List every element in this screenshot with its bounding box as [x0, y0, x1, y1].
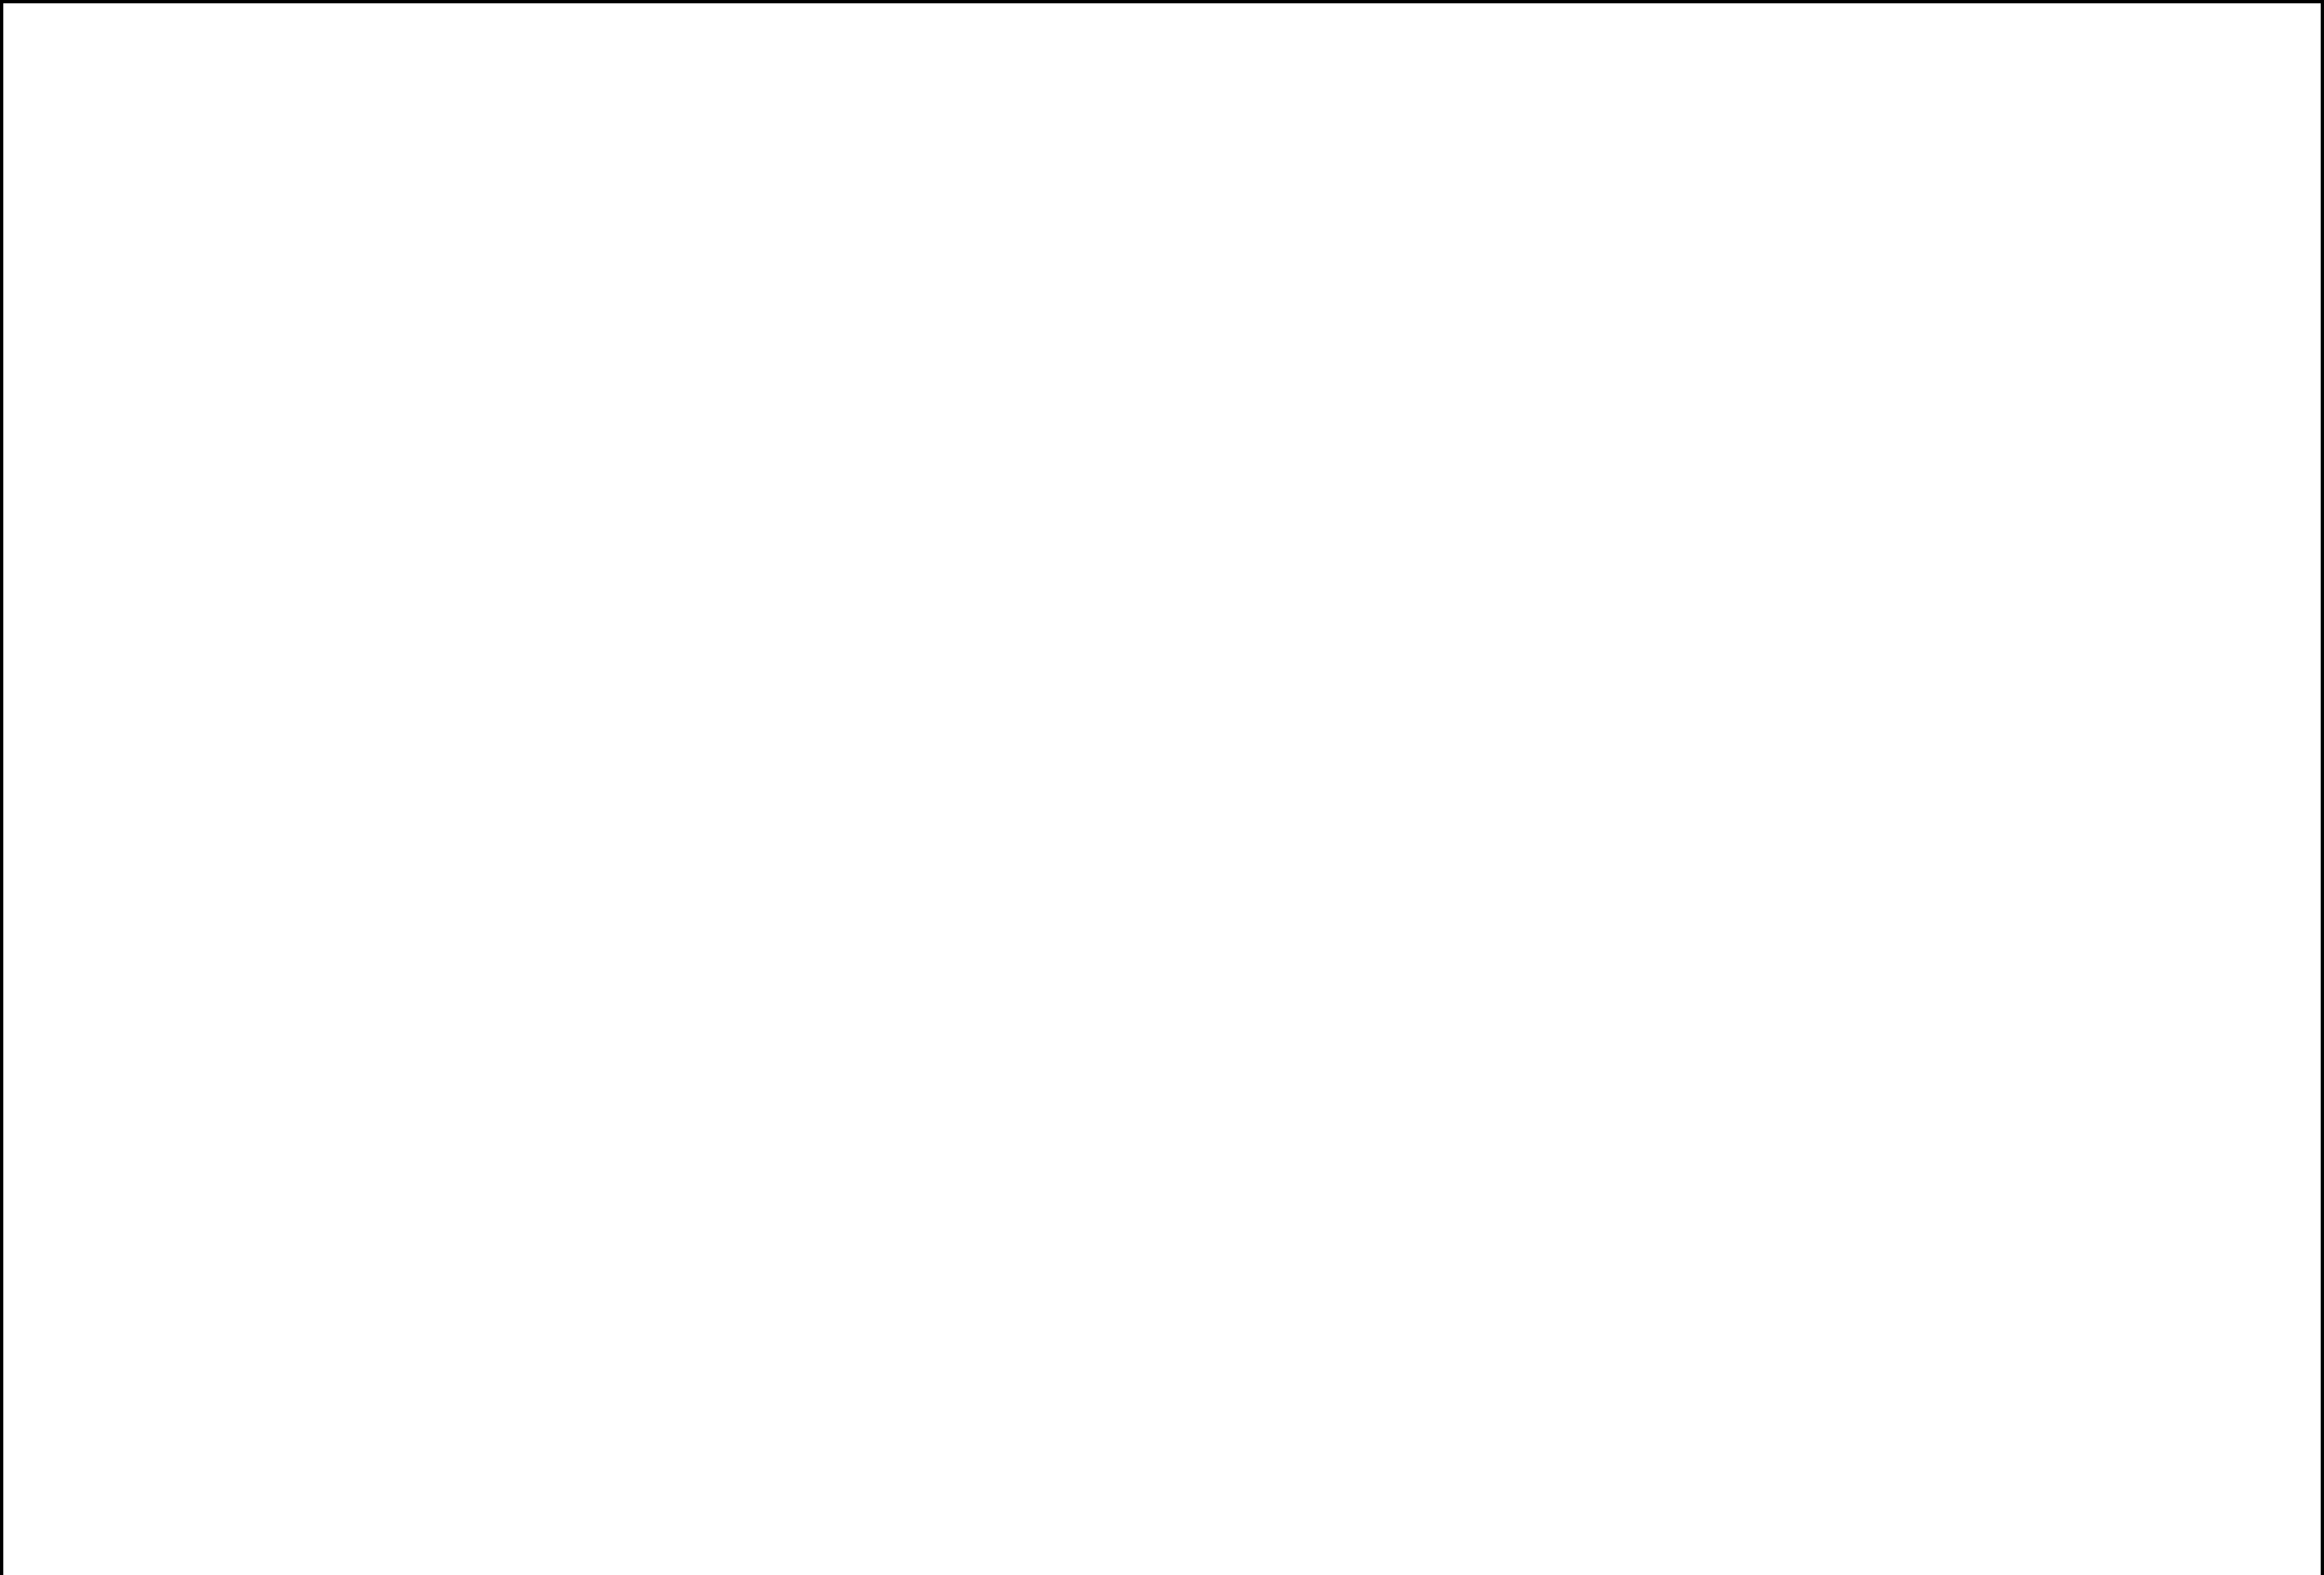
window-edge-strip: [3, 1565, 2321, 1571]
taskbar-sliver: [3, 1571, 2321, 1575]
chart: [3, 3, 2324, 1575]
